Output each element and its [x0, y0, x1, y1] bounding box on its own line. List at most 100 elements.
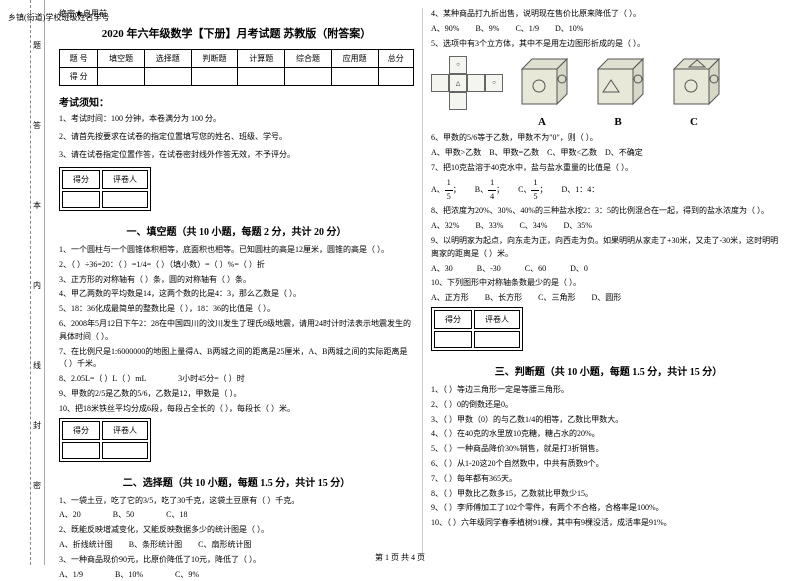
binding-margin: 学号 姓名 班级 学校 乡镇(街道) 题 答 本 内 线 封 密	[0, 0, 45, 565]
judge-question: 3、（ ）甲数（0）的与乙数1/4的相等，乙数比甲数大。	[431, 414, 786, 427]
notice-item: 3、请在试卷指定位置作答，在试卷密封线外作答无效，不予评分。	[59, 149, 414, 161]
table-cell	[285, 68, 332, 86]
opt-b: B、	[475, 185, 488, 194]
section-score-box: 得分评卷人	[431, 307, 523, 351]
exam-page: 学号 姓名 班级 学校 乡镇(街道) 题 答 本 内 线 封 密 绝密★启用前 …	[0, 0, 800, 565]
judge-question: 9、（ ）李师傅加工了102个零件，有两个不合格，合格率是100%。	[431, 502, 786, 515]
judge-question: 2、（ ）0的倒数还是0。	[431, 399, 786, 412]
confidential-label: 绝密★启用前	[59, 8, 414, 19]
judge-question: 6、（ ）从1-20这20个自然数中，中共有质数9个。	[431, 458, 786, 471]
fill-question: 9、甲数的2/5是乙数的5/6，乙数是12，甲数是（ ）。	[59, 388, 414, 401]
notice-item: 1、考试时间：100 分钟，本卷满分为 100 分。	[59, 113, 414, 125]
cube-label: C	[659, 116, 729, 128]
margin-label: 学校	[45, 12, 61, 553]
table-cell: 计算题	[238, 50, 285, 68]
table-row: 得 分	[60, 68, 414, 86]
judge-question: 5、（ ）一种商品降价30%销售，就是打3折销售。	[431, 443, 786, 456]
reviewer-label: 评卷人	[474, 310, 520, 329]
score-label: 得分	[434, 310, 472, 329]
net-face	[431, 74, 449, 92]
score-cell	[434, 331, 472, 348]
choice-question: 6、甲数的5/6等于乙数，甲数不为"0"，则（ ）。	[431, 132, 786, 145]
table-cell	[331, 68, 378, 86]
choice-options: A、正方形 B、长方形 C、三角形 D、圆形	[431, 292, 786, 305]
table-cell: 选择题	[144, 50, 191, 68]
table-cell: 综合题	[285, 50, 332, 68]
opt-d: D、1：4：	[561, 185, 599, 194]
reviewer-cell	[474, 331, 520, 348]
cube-c-icon	[659, 54, 729, 114]
table-cell	[238, 68, 285, 86]
content-area: 绝密★启用前 2020 年六年级数学【下册】月考试题 苏教版（附答案） 题 号 …	[45, 0, 800, 565]
choice-options: A、1/9 B、10% C、9%	[59, 569, 414, 581]
choice-options: A、32% B、33% C、34% D、35%	[431, 220, 786, 233]
choice-options-fractions: A、15； B、14； C、15； D、1：4：	[431, 177, 786, 204]
fraction: 15	[445, 177, 453, 204]
seal-char: 封	[33, 420, 41, 431]
cube-net: ○ △ ○	[431, 56, 501, 126]
margin-label: 姓名	[77, 12, 93, 553]
table-cell: 总分	[378, 50, 413, 68]
choice-question: 8、把浓度为20%、30%、40%的三种盐水按2：3：5的比例混合在一起，得到的…	[431, 205, 786, 218]
fill-question: 10、把18米铁丝平均分成6段，每段占全长的（ ），每段长（ ）米。	[59, 403, 414, 416]
cube-diagram-row: ○ △ ○ A	[431, 54, 786, 128]
table-cell: 判断题	[191, 50, 238, 68]
judge-question: 1、（ ）等边三角形一定是等腰三角形。	[431, 384, 786, 397]
choice-options: A、90% B、9% C、1/9 D、10%	[431, 23, 786, 36]
opt-a: A、	[431, 185, 445, 194]
opt-c: C、	[518, 185, 531, 194]
margin-labels: 学号 姓名 班级 学校 乡镇(街道)	[8, 0, 109, 565]
choice-question: 2、既能反映增减变化，又能反映数据多少的统计图是（ ）。	[59, 524, 414, 537]
net-face: ○	[449, 56, 467, 74]
judge-question: 4、（ ）在40克的水里放10克糖，糖占水的20%。	[431, 428, 786, 441]
cube-label: B	[583, 116, 653, 128]
choice-question: 1、一袋土豆，吃了它的3/5，吃了30千克，这袋土豆原有（ ）千克。	[59, 495, 414, 508]
fraction: 15	[531, 177, 539, 204]
seal-line	[30, 0, 31, 565]
table-row: 题 号 填空题 选择题 判断题 计算题 综合题 应用题 总分	[60, 50, 414, 68]
choice-options: A、折线统计图 B、条形统计图 C、扇形统计图	[59, 539, 414, 552]
fill-question: 3、正方形的对称轴有（ ）条，圆的对称轴有（ ）条。	[59, 274, 414, 287]
cube-option: A	[507, 54, 577, 128]
seal-char: 本	[33, 200, 41, 211]
cube-b-icon	[583, 54, 653, 114]
table-cell: 应用题	[331, 50, 378, 68]
seal-char: 答	[33, 120, 41, 131]
fill-question: 2、（ ）÷36=20：（ ）=1/4=（ ）（填小数）=（ ）%=（ ）折	[59, 259, 414, 272]
margin-label: 班级	[61, 12, 77, 553]
net-face	[449, 92, 467, 110]
table-cell	[191, 68, 238, 86]
margin-label: 学号	[93, 12, 109, 553]
judge-section-title: 三、判断题（共 10 小题，每题 1.5 分，共计 15 分）	[431, 363, 786, 378]
choice-question: 4、某种商品打九折出售，说明现在售价比原来降低了（ ）。	[431, 8, 786, 21]
net-face	[467, 74, 485, 92]
score-summary-table: 题 号 填空题 选择题 判断题 计算题 综合题 应用题 总分 得 分	[59, 49, 414, 86]
cube-option: C	[659, 54, 729, 128]
notice-title: 考试须知：	[59, 94, 414, 109]
fill-question: 7、在比例尺是1:6000000的地图上量得A、B两城之间的距离是25厘米，A、…	[59, 346, 414, 372]
seal-char: 题	[33, 40, 41, 51]
choice-options: A、甲数>乙数 B、甲数=乙数 C、甲数<乙数 D、不确定	[431, 147, 786, 160]
cube-label: A	[507, 116, 577, 128]
seal-char: 内	[33, 280, 41, 291]
seal-char: 密	[33, 480, 41, 491]
cube-option: B	[583, 54, 653, 128]
net-face: △	[449, 74, 467, 92]
judge-question: 7、（ ）每年都有365天。	[431, 473, 786, 486]
page-footer: 第 1 页 共 4 页	[0, 552, 800, 563]
fraction: 14	[488, 177, 496, 204]
fill-section-title: 一、填空题（共 10 小题，每题 2 分，共计 20 分）	[59, 223, 414, 238]
fill-question: 6、2008年5月12日下午2：28在中国四川的汶川发生了理氏8级地震，请用24…	[59, 318, 414, 344]
exam-title: 2020 年六年级数学【下册】月考试题 苏教版（附答案）	[59, 25, 414, 41]
judge-question: 8、（ ）甲数比乙数多15，乙数就比甲数少15。	[431, 488, 786, 501]
fill-question: 1、一个圆柱与一个圆锥体积相等，底面积也相等。已知圆柱的高是12厘米，圆锥的高是…	[59, 244, 414, 257]
fill-question: 8、2.05L=（ ）L（ ）mL 3小时45分=（ ）时	[59, 373, 414, 386]
choice-question: 5、选项中有3个立方体，其中不是用左边图形折成的是（ ）。	[431, 38, 786, 51]
right-column: 4、某种商品打九折出售，说明现在售价比原来降低了（ ）。 A、90% B、9% …	[423, 8, 794, 557]
judge-question: 10、（ ）六年级同学春季植树91棵，其中有9棵没活，成活率是91%。	[431, 517, 786, 530]
cube-a-icon	[507, 54, 577, 114]
fill-question: 4、甲乙两数的平均数是14，这两个数的比是4：3，那么乙数是（ ）。	[59, 288, 414, 301]
choice-question: 7、把10克盐溶于40克水中，盐与盐水重量的比值是（ ）。	[431, 162, 786, 175]
fill-question: 5、18：36化成最简单的整数比是（ ），18：36的比值是（ ）。	[59, 303, 414, 316]
table-cell	[378, 68, 413, 86]
